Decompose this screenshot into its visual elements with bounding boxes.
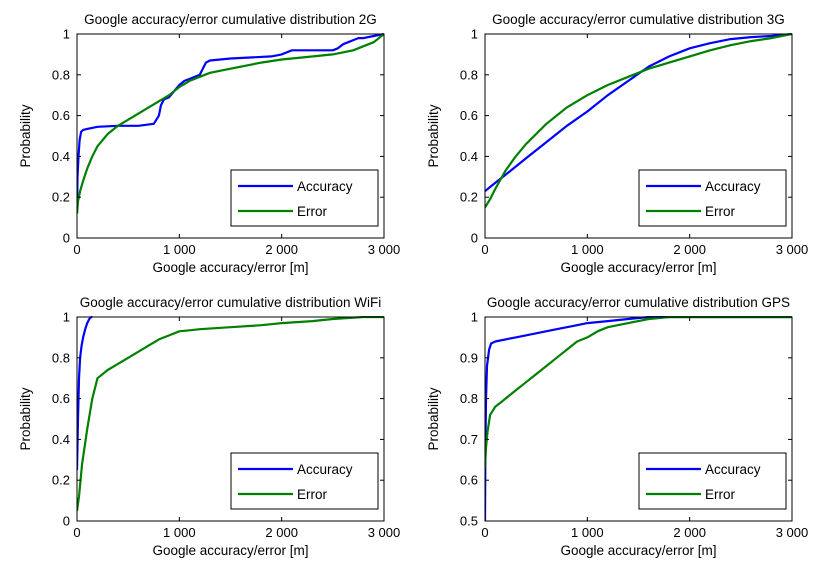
chart-gps-ytick-label: 0.7 [460,432,478,447]
chart-gps-legend-box [638,452,787,510]
chart-wifi: Google accuracy/error cumulative distrib… [18,295,400,558]
chart-3g-series-accuracy-line [485,33,792,192]
chart-3g-ytick-label: 0.2 [460,190,478,205]
chart-wifi-xaxis-label: Google accuracy/error [m] [152,543,308,558]
chart-gps-axes-box [484,316,793,522]
chart-3g-xtick-label: 0 [481,242,488,257]
chart-2g: Google accuracy/error cumulative distrib… [18,12,400,275]
chart-gps-xtick-label: 3 000 [776,525,809,540]
chart-gps-yaxis-label: Probability [426,387,441,450]
chart-2g-title: Google accuracy/error cumulative distrib… [84,12,377,27]
chart-2g-ytick-label: 0.8 [52,67,70,82]
chart-3g-xtick-label: 3 000 [776,242,809,257]
chart-wifi-xtick-label: 3 000 [368,525,401,540]
chart-wifi-legend-box [230,452,379,510]
chart-gps-title: Google accuracy/error cumulative distrib… [487,295,790,310]
chart-3g-legend-label-accuracy: Accuracy [705,179,761,194]
chart-gps-ytick-label: 1 [471,310,478,325]
chart-gps-ytick-label: 0.8 [460,391,478,406]
chart-wifi-ytick-label: 0.6 [52,391,70,406]
chart-gps-legend-label-error: Error [705,487,736,502]
chart-gps-legend-label-accuracy: Accuracy [705,462,761,477]
chart-gps-series-accuracy-line [485,316,792,522]
chart-3g-ytick-label: 0.8 [460,67,478,82]
chart-wifi-yaxis-label: Probability [18,387,33,450]
chart-wifi-legend-label-accuracy: Accuracy [297,462,353,477]
chart-3g-xaxis-label: Google accuracy/error [m] [560,260,716,275]
chart-3g-legend-label-error: Error [705,204,736,219]
chart-wifi-axes-box [76,316,385,522]
chart-3g-ytick-label: 0 [471,231,478,246]
chart-2g-legend-label-accuracy: Accuracy [297,179,353,194]
chart-gps-xaxis-label: Google accuracy/error [m] [560,543,716,558]
chart-wifi-series-error-line [77,316,384,511]
chart-2g-ytick-label: 1 [63,27,70,42]
chart-wifi-ytick-label: 0.4 [52,432,70,447]
chart-gps-xtick-label: 1 000 [571,525,604,540]
chart-wifi-xtick-label: 2 000 [265,525,298,540]
chart-wifi-xtick-label: 1 000 [163,525,196,540]
chart-wifi-xtick-label: 0 [73,525,80,540]
chart-3g-ytick-label: 1 [471,27,478,42]
chart-3g-ytick-label: 0.6 [460,108,478,123]
chart-wifi-legend-label-error: Error [297,487,328,502]
chart-wifi-ytick-label: 1 [63,310,70,325]
chart-2g-xtick-label: 3 000 [368,242,401,257]
chart-2g-ytick-label: 0.2 [52,190,70,205]
chart-3g-xtick-label: 1 000 [571,242,604,257]
chart-2g-xtick-label: 0 [73,242,80,257]
chart-2g-ytick-label: 0.6 [52,108,70,123]
chart-wifi-ytick-label: 0.2 [52,473,70,488]
chart-2g-legend-box [230,169,379,227]
chart-3g-title: Google accuracy/error cumulative distrib… [492,12,785,27]
chart-wifi-legend: Accuracy Error [230,452,379,510]
chart-3g-axes-box [484,33,793,239]
chart-wifi-ytick-label: 0 [63,514,70,529]
chart-2g-xtick-label: 2 000 [265,242,298,257]
chart-2g-series-error-line [77,33,384,214]
chart-gps-ytick-label: 0.6 [460,473,478,488]
chart-gps-series-error-line [485,316,792,469]
chart-3g-xtick-label: 2 000 [673,242,706,257]
chart-wifi-title: Google accuracy/error cumulative distrib… [80,295,382,310]
chart-gps-ytick-label: 0.9 [460,350,478,365]
chart-3g-legend: Accuracy Error [638,169,787,227]
chart-gps-legend: Accuracy Error [638,452,787,510]
chart-2g-yaxis-label: Probability [18,104,33,167]
chart-3g-series-error-line [485,33,792,208]
chart-2g-ytick-label: 0 [63,231,70,246]
chart-gps-ytick-label: 0.5 [460,514,478,529]
chart-2g-xaxis-label: Google accuracy/error [m] [152,260,308,275]
chart-3g-legend-box [638,169,787,227]
chart-gps: Google accuracy/error cumulative distrib… [426,295,808,558]
chart-2g-legend: Accuracy Error [230,169,379,227]
chart-3g-yaxis-label: Probability [426,104,441,167]
chart-wifi-series-accuracy-line [77,316,93,471]
chart-gps-xtick-label: 2 000 [673,525,706,540]
chart-2g-legend-label-error: Error [297,204,328,219]
chart-2g-series-accuracy-line [77,33,384,214]
chart-2g-axes-box [76,33,385,239]
chart-gps-xtick-label: 0 [481,525,488,540]
chart-2g-xtick-label: 1 000 [163,242,196,257]
chart-3g-ytick-label: 0.4 [460,149,478,164]
chart-2g-ytick-label: 0.4 [52,149,70,164]
chart-3g: Google accuracy/error cumulative distrib… [426,12,808,275]
chart-wifi-ytick-label: 0.8 [52,350,70,365]
